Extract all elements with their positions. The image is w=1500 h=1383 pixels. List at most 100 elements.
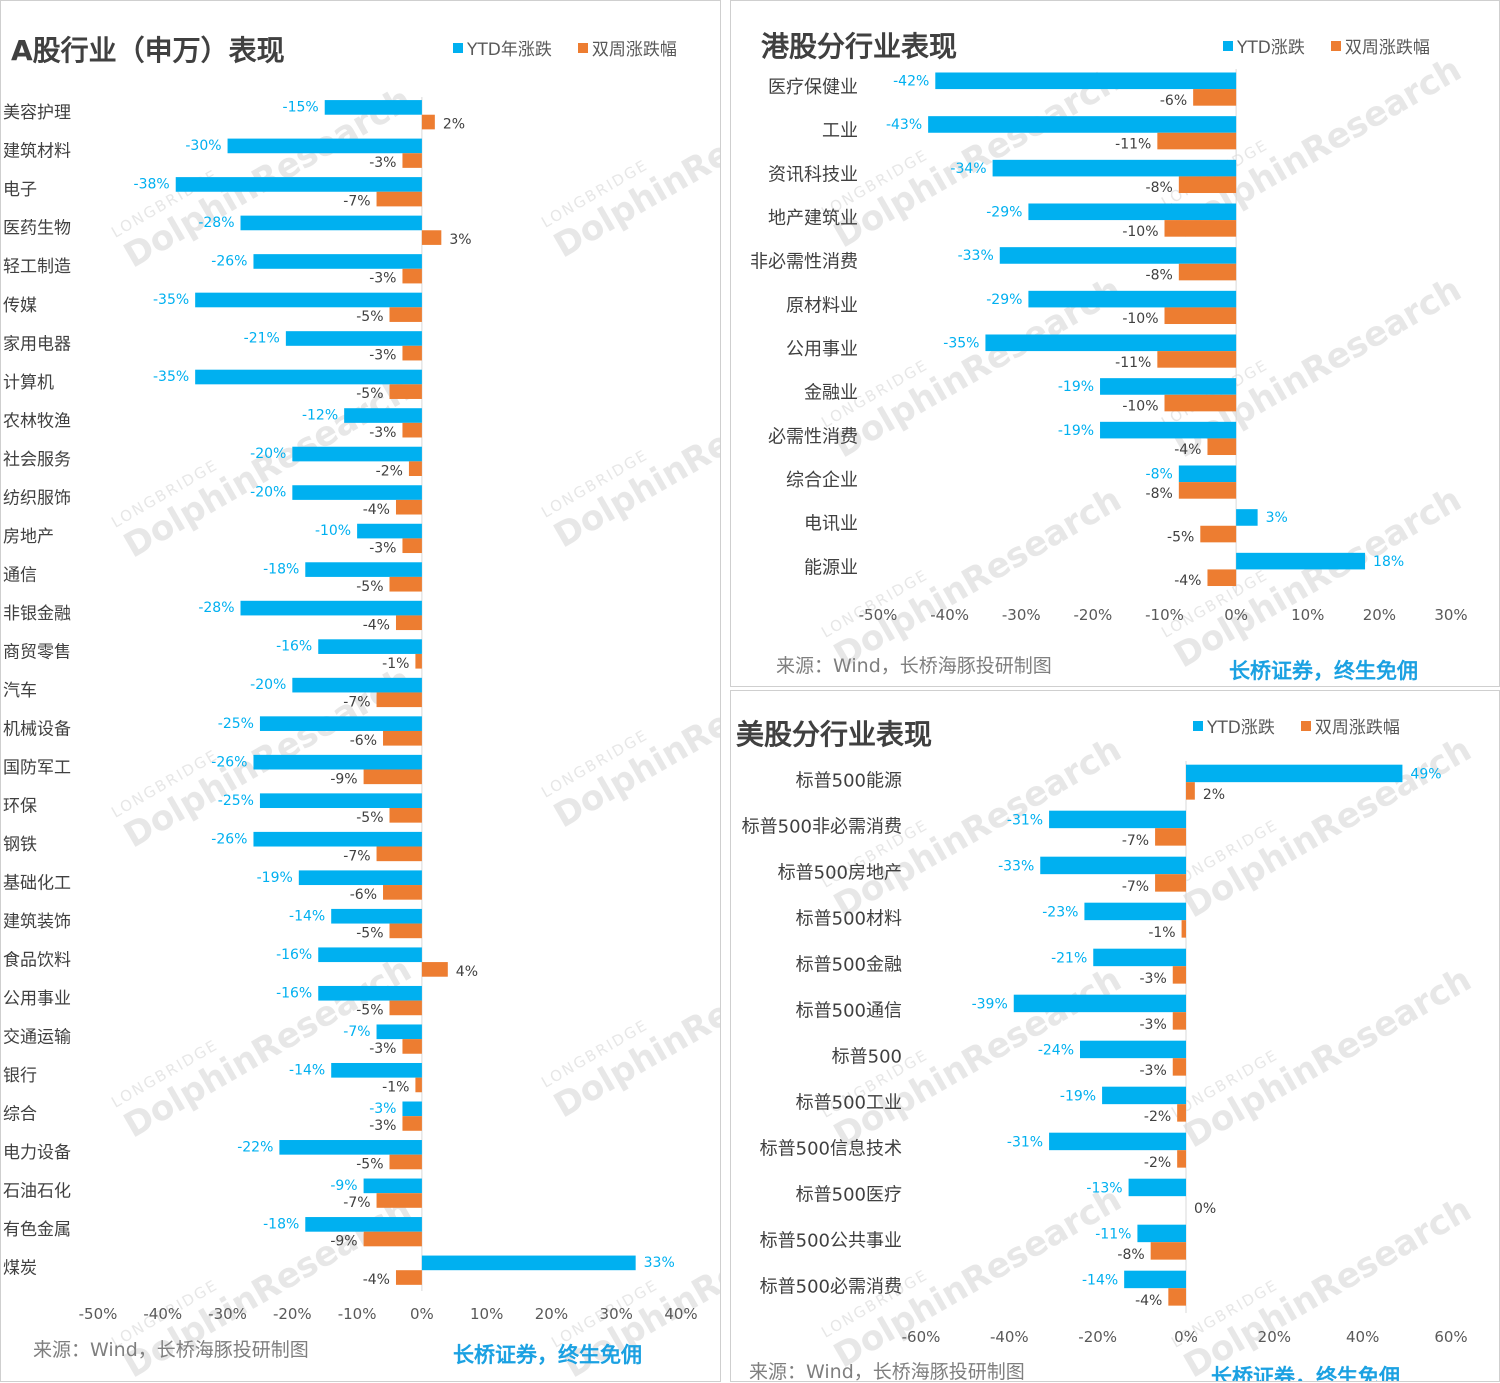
category-label: 公用事业 [786, 339, 858, 360]
source-note: 来源：Wind，长桥海豚投研制图 [776, 655, 1052, 677]
data-label-ytd: -35% [153, 369, 189, 385]
data-label-biweekly: -5% [356, 1157, 383, 1173]
bar-biweekly [1155, 874, 1186, 892]
x-tick-label: 0% [1174, 1328, 1198, 1346]
bar-biweekly [1157, 132, 1237, 150]
bar-ytd [259, 793, 422, 809]
bar-ytd [1084, 902, 1186, 921]
data-label-biweekly: -2% [376, 463, 403, 479]
data-label-biweekly: -6% [350, 887, 377, 903]
bar-ytd [318, 639, 422, 654]
category-label: 电讯业 [804, 514, 858, 535]
bar-ytd [1028, 290, 1237, 308]
bar-ytd [195, 292, 422, 308]
bar-ytd [240, 600, 422, 616]
data-label-biweekly: -3% [369, 1041, 396, 1057]
bar-ytd [935, 72, 1237, 90]
category-label: 国防军工 [3, 758, 71, 778]
bar-biweekly [395, 615, 422, 631]
bar-biweekly [383, 885, 422, 900]
data-label-biweekly: -7% [343, 848, 370, 864]
bar-ytd [259, 716, 422, 731]
bar-biweekly [1178, 263, 1237, 281]
data-label-ytd: -23% [1042, 904, 1078, 920]
x-tick-label: 40% [664, 1305, 697, 1323]
data-label-biweekly: -4% [363, 1272, 390, 1288]
a-share-bar-chart: 美容护理 -15% 2% 建筑材料 -30% -3% 电子 -38% -7% 医药生物 -28% 3%… [3, 97, 698, 1323]
bar-ytd [1049, 1132, 1186, 1151]
legend-swatch-biweekly [1300, 720, 1311, 731]
x-tick-label: 30% [1434, 606, 1467, 624]
bar-biweekly [1172, 966, 1186, 984]
x-tick-label: -60% [902, 1328, 941, 1346]
data-label-biweekly: -1% [382, 656, 409, 672]
data-label-ytd: 3% [1266, 510, 1288, 526]
category-label: 电力设备 [3, 1143, 71, 1163]
category-label: 环保 [3, 796, 37, 816]
bar-biweekly [1164, 220, 1237, 237]
bar-biweekly [1178, 482, 1237, 499]
data-label-biweekly: -5% [356, 925, 383, 941]
data-label-ytd: -18% [263, 562, 299, 578]
category-label: 商贸零售 [3, 642, 71, 662]
bar-ytd [253, 831, 422, 847]
data-label-ytd: -39% [972, 996, 1008, 1012]
legend-label: YTD涨跌 [1237, 38, 1305, 58]
data-label-ytd: -31% [1007, 1134, 1043, 1150]
bar-biweekly [376, 846, 422, 862]
data-label-biweekly: -3% [1139, 1063, 1166, 1079]
bar-ytd [240, 215, 422, 231]
bar-biweekly [376, 191, 422, 207]
data-label-ytd: -10% [315, 523, 351, 539]
data-label-ytd: -20% [250, 446, 286, 462]
bar-ytd [1028, 203, 1237, 221]
category-label: 有色金属 [3, 1220, 71, 1240]
category-label: 工业 [822, 121, 858, 142]
data-label-ytd: -26% [211, 831, 247, 847]
data-label-biweekly: -7% [1122, 879, 1149, 895]
legend-swatch-ytd [1223, 40, 1233, 51]
bar-biweekly [1177, 1104, 1186, 1122]
data-label-ytd: -29% [986, 292, 1022, 308]
bar-ytd [331, 908, 422, 924]
category-label: 标普500能源 [796, 770, 902, 791]
bar-ytd [292, 446, 422, 462]
bar-biweekly [415, 653, 422, 669]
data-label-ytd: -24% [1038, 1042, 1074, 1058]
data-label-biweekly: -3% [369, 1118, 396, 1134]
data-label-ytd: -25% [218, 793, 254, 809]
x-tick-label: -30% [1002, 606, 1041, 624]
legend: YTD涨跌 双周涨跌幅 [1193, 713, 1426, 738]
data-label-ytd: -19% [1060, 1088, 1096, 1104]
data-label-biweekly: -1% [1148, 925, 1175, 941]
x-tick-label: 0% [410, 1305, 434, 1323]
bar-biweekly [1200, 525, 1237, 543]
data-label-biweekly: -6% [1160, 93, 1187, 109]
data-label-ytd: -34% [950, 161, 986, 177]
legend-swatch-ytd [453, 42, 463, 53]
data-label-biweekly: -4% [1135, 1293, 1162, 1309]
bar-ytd [305, 562, 422, 577]
category-label: 医药生物 [3, 219, 71, 239]
bar-ytd [402, 1101, 422, 1117]
legend-swatch-biweekly [1330, 40, 1341, 51]
category-label: 银行 [3, 1066, 37, 1086]
data-label-ytd: -14% [289, 908, 325, 924]
x-tick-label: 10% [1291, 606, 1324, 624]
legend-item-ytd: YTD年涨跌 [453, 35, 552, 60]
bar-ytd [292, 677, 422, 693]
bar-ytd [1100, 378, 1237, 395]
category-label: 公用事业 [3, 989, 71, 1009]
category-label: 农林牧渔 [3, 411, 71, 431]
data-label-ytd: -8% [1146, 466, 1173, 482]
hk-bar-chart: 医疗保健业 -42% -6% 工业 -43% -11% 资讯科技业 -34% -8% 地产建筑业 -… [750, 69, 1468, 624]
bar-ytd [999, 247, 1237, 264]
data-label-ytd: -19% [257, 870, 293, 886]
bar-biweekly [1177, 1150, 1186, 1168]
category-label: 标普500非必需消费 [742, 816, 902, 837]
bar-biweekly [389, 1000, 422, 1016]
data-label-ytd: -30% [185, 138, 221, 154]
data-label-ytd: -15% [283, 99, 319, 115]
legend-swatch-biweekly [577, 42, 588, 53]
